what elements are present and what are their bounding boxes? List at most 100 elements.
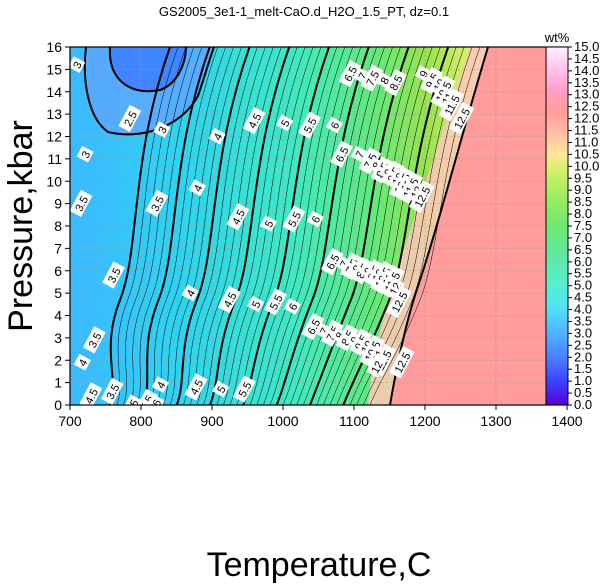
contour-label-text-21: 9 (418, 69, 431, 80)
colorbar-tick-label-12: 6.0 (574, 254, 592, 269)
x-axis-label: Temperature,C (207, 546, 432, 584)
contour-label-bg-12 (242, 106, 266, 135)
contour-label-text-61: 4 (77, 357, 90, 368)
contour-label-bg-42 (181, 284, 199, 302)
contour-label-bg-4 (70, 189, 93, 218)
colorbar-tick-label-26: 13.0 (574, 87, 599, 102)
contour-label-bg-1 (118, 104, 142, 133)
y-tick-label-4: 4 (54, 308, 62, 324)
contour-label-bg-81 (134, 388, 158, 405)
x-tick-label-3: 1000 (267, 413, 298, 429)
colorbar-tick-label-28: 14.0 (574, 63, 599, 78)
colorbar-tick-label-30: 15.0 (574, 39, 599, 54)
contour-label-bg-41 (102, 261, 125, 289)
colorbar-tick-label-25: 12.5 (574, 99, 599, 114)
contour-line-22 (256, 47, 346, 405)
contour-label-bg-38 (397, 171, 424, 205)
contour-label-42: 4 (181, 284, 199, 302)
contour-label-bg-9 (282, 205, 306, 233)
contour-label-bg-27 (448, 102, 475, 135)
contour-label-bg-2 (153, 121, 171, 138)
colorbar-tick-label-17: 8.5 (574, 194, 592, 209)
contour-label-bg-82 (147, 394, 165, 405)
contour-label-bg-20 (384, 68, 407, 97)
colorbar-tick-label-21: 10.5 (574, 146, 599, 161)
contour-line-26 (283, 47, 377, 405)
contour-label-bg-73 (349, 328, 373, 356)
x-tick-label-2: 900 (200, 413, 224, 429)
y-tick-label-1: 1 (54, 375, 62, 391)
contour-label-text-78: 12 (369, 359, 385, 375)
contour-label-text-3: 3 (80, 149, 93, 160)
colorbar-tick-label-0: 0.0 (574, 397, 592, 412)
contour-label-65: 5 (212, 380, 230, 398)
contour-label-text-81: 5.5 (139, 394, 157, 413)
contour-label-bg-60 (82, 326, 106, 354)
contour-label-text-13: 5 (279, 118, 292, 129)
contour-label-bg-16 (338, 59, 362, 88)
colorbar-tick-label-20: 10.0 (574, 158, 599, 173)
contour-line-4 (136, 47, 203, 405)
contour-line-28 (296, 47, 393, 405)
colorbar-unit: wt% (544, 30, 570, 45)
contour-label-bg-45 (264, 288, 287, 316)
contour-label-bg-66 (232, 375, 256, 403)
colorbar-tick-label-18: 9.0 (574, 182, 592, 197)
colorbar-tick-label-1: 0.5 (574, 385, 592, 400)
colorbar-tick-label-13: 6.5 (574, 242, 592, 257)
y-tick-label-6: 6 (54, 263, 62, 279)
contour-line-3 (129, 47, 195, 405)
contour-label-text-80: 5 (128, 398, 141, 409)
y-tick-label-15: 15 (46, 61, 62, 77)
contour-label-bg-64 (184, 373, 208, 401)
contour-label-bg-11 (208, 127, 226, 145)
contour-label-bg-43 (217, 285, 241, 314)
contour-label-11: 4 (208, 127, 226, 145)
contour-label-3: 3 (76, 145, 94, 163)
contour-label-13: 5 (276, 114, 294, 132)
contour-label-text-15: 6 (329, 120, 342, 131)
contour-line-0 (109, 47, 171, 405)
contour-line-25 (275, 47, 370, 405)
contour-line-17 (223, 47, 306, 405)
colorbar-tick-label-24: 12.0 (574, 111, 599, 126)
contour-label-8: 5 (259, 215, 277, 232)
contour-line-19 (236, 47, 322, 405)
contour-label-text-17: 7 (357, 71, 370, 82)
contour-label-text-0: 3 (71, 60, 84, 71)
x-tick-label-1: 800 (129, 413, 153, 429)
colorbar-tick-label-15: 7.5 (574, 218, 592, 233)
colorbar-tick-label-8: 4.0 (574, 302, 592, 317)
contour-label-bg-26 (438, 88, 465, 122)
contour-label-text-10: 6 (310, 214, 323, 225)
contour-line-29 (303, 47, 401, 405)
y-tick-label-8: 8 (54, 218, 62, 234)
contour-label-bg-63 (151, 376, 170, 394)
chart-title: GS2005_3e1-1_melt-CaO.d_H2O_1.5_PT, dz=0… (159, 4, 449, 19)
contour-label-10: 6 (306, 210, 324, 228)
contour-line-12 (189, 47, 266, 405)
contour-line-14 (203, 47, 282, 405)
colorbar-tick-label-19: 9.5 (574, 170, 592, 185)
contour-label-bg-47 (320, 247, 344, 276)
contour-label-bg-62 (100, 377, 124, 405)
contour-label-bg-13 (276, 114, 294, 132)
contour-label-2: 3 (153, 121, 171, 138)
contour-label-bg-75 (359, 334, 385, 368)
colorbar-tick-label-9: 4.5 (574, 290, 592, 305)
x-tick-label-0: 700 (58, 413, 82, 429)
colorbar-tick-label-23: 11.5 (574, 123, 598, 138)
contour-line-9 (169, 47, 242, 405)
contour-label-bg-80 (124, 394, 143, 405)
colorbar-tick-label-27: 13.5 (574, 75, 599, 90)
contour-label-29: 7 (350, 145, 368, 163)
contour-label-bg-18 (360, 64, 384, 92)
contour-label-bg-65 (212, 380, 230, 398)
contour-label-44: 5 (247, 295, 265, 313)
contour-label-bg-44 (247, 295, 265, 313)
contour-label-82: 6 (147, 394, 165, 405)
contour-line-11 (183, 47, 258, 405)
y-tick-label-14: 14 (46, 84, 62, 100)
x-tick-label-7: 1400 (551, 413, 582, 429)
